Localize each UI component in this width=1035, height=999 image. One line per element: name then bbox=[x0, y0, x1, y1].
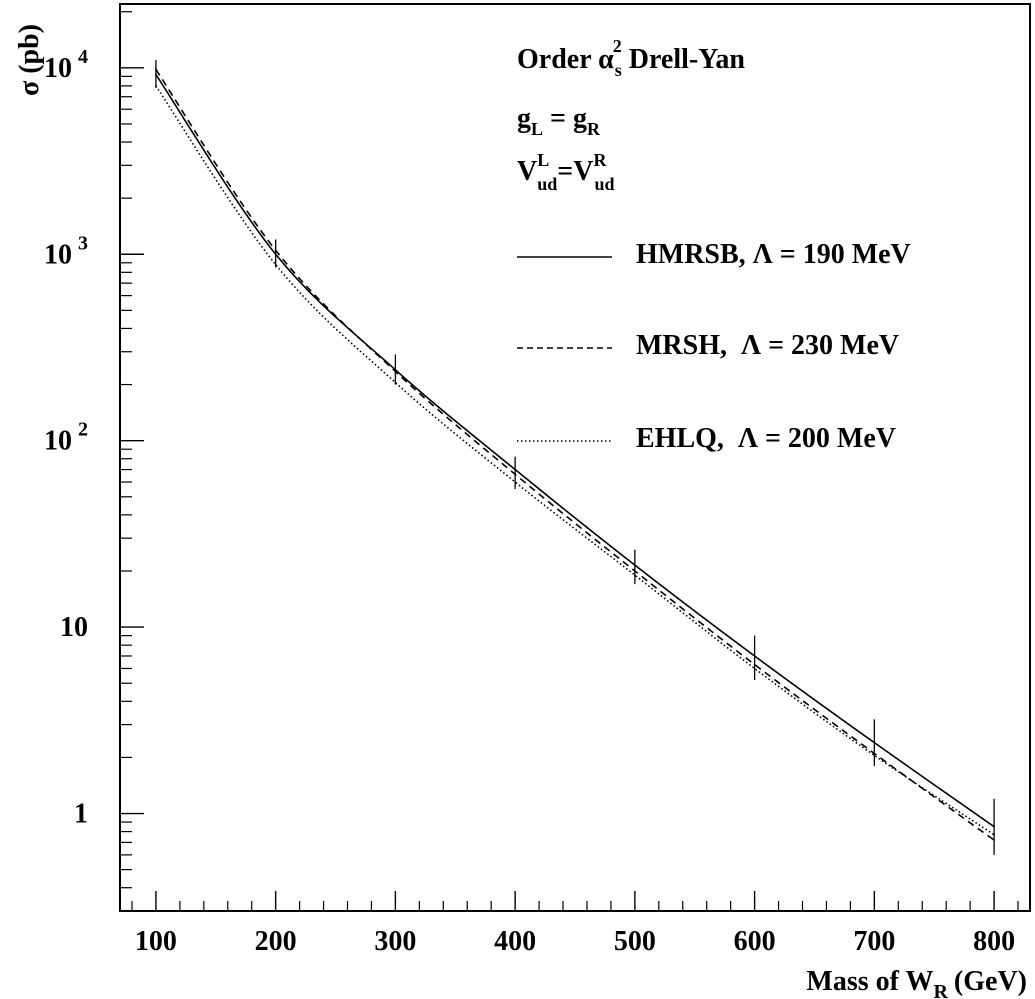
data-point bbox=[394, 381, 397, 384]
x-tick-label: 300 bbox=[374, 926, 416, 957]
x-tick-label: 700 bbox=[853, 926, 895, 957]
data-point bbox=[274, 249, 277, 252]
data-point bbox=[634, 574, 636, 576]
x-tick-label: 100 bbox=[135, 926, 177, 957]
y-tick-label: 1 bbox=[74, 799, 88, 830]
y-tick-label: 10 3 bbox=[44, 232, 88, 270]
data-point bbox=[873, 754, 876, 757]
data-point bbox=[634, 564, 636, 566]
x-tick-label: 200 bbox=[255, 926, 297, 957]
x-tick-label: 600 bbox=[734, 926, 776, 957]
series-lines bbox=[155, 68, 995, 841]
data-point bbox=[753, 655, 756, 657]
x-tick-label: 500 bbox=[614, 926, 656, 957]
x-axis-label-unit: (GeV) bbox=[954, 966, 1027, 997]
data-point bbox=[274, 263, 277, 266]
data-point bbox=[274, 253, 277, 256]
legend-label-hmrsb: HMRSB, Λ = 190 MeV bbox=[636, 239, 911, 270]
y-axis-label: σ (pb) bbox=[14, 24, 45, 96]
x-axis-label: Mass of WR (GeV) bbox=[806, 966, 1027, 999]
y-tick-label: 10 bbox=[60, 612, 88, 643]
data-point bbox=[155, 68, 157, 71]
data-point bbox=[873, 752, 876, 755]
legend-label-mrsh: MRSH, Λ = 230 MeV bbox=[636, 330, 899, 361]
y-tick-label: 10 4 bbox=[44, 46, 88, 84]
data-point bbox=[514, 473, 516, 476]
data-point bbox=[155, 73, 157, 76]
minor-ticks bbox=[120, 11, 1019, 912]
y-tick-label: 10 2 bbox=[44, 419, 88, 457]
x-axis-label-subscript: R bbox=[933, 981, 948, 999]
data-point bbox=[873, 741, 876, 744]
data-point bbox=[514, 481, 516, 483]
annotation-order: Order αs2 Drell-Yan bbox=[517, 36, 745, 80]
data-point bbox=[753, 667, 756, 670]
data-point bbox=[993, 839, 995, 841]
x-axis-ticks: 100 200 300 400 500 600 700 800 bbox=[135, 891, 1015, 957]
data-point bbox=[394, 370, 397, 373]
legend: HMRSB, Λ = 190 MeV MRSH, Λ = 230 MeV EHL… bbox=[517, 239, 911, 454]
series-line-ehlq bbox=[155, 85, 995, 836]
data-point bbox=[993, 833, 995, 836]
data-point bbox=[155, 85, 157, 87]
x-axis-label-main: Mass of W bbox=[806, 966, 933, 997]
annotation-couplings: gL = gR bbox=[517, 103, 601, 139]
legend-label-ehlq: EHLQ, Λ = 200 MeV bbox=[636, 423, 896, 454]
annotation-ckm: VL ud=VR ud bbox=[517, 150, 615, 194]
x-tick-label: 800 bbox=[973, 926, 1015, 957]
x-tick-label: 400 bbox=[494, 926, 536, 957]
data-point bbox=[634, 570, 636, 572]
data-point bbox=[993, 825, 995, 828]
data-point bbox=[514, 468, 516, 471]
plot-frame bbox=[119, 3, 1031, 912]
data-point bbox=[753, 663, 756, 666]
